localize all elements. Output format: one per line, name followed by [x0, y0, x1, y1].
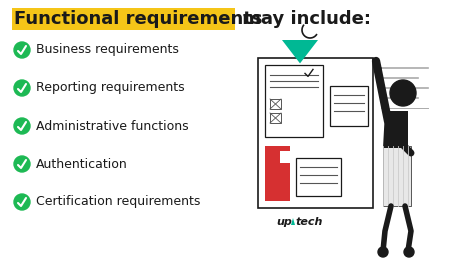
Circle shape [390, 80, 416, 106]
FancyBboxPatch shape [280, 151, 292, 163]
Circle shape [14, 118, 30, 134]
Text: may include:: may include: [236, 10, 371, 28]
FancyBboxPatch shape [12, 8, 235, 30]
Polygon shape [291, 218, 295, 225]
FancyBboxPatch shape [270, 113, 281, 123]
Polygon shape [282, 40, 318, 63]
FancyBboxPatch shape [296, 158, 341, 196]
Text: Administrative functions: Administrative functions [36, 120, 189, 133]
Circle shape [14, 156, 30, 172]
FancyBboxPatch shape [265, 146, 290, 201]
Text: Functional requirements: Functional requirements [14, 10, 263, 28]
Text: tech: tech [296, 217, 323, 227]
Text: Business requirements: Business requirements [36, 44, 179, 56]
Circle shape [14, 80, 30, 96]
Circle shape [378, 247, 388, 257]
Circle shape [14, 194, 30, 210]
Circle shape [14, 42, 30, 58]
Text: Reporting requirements: Reporting requirements [36, 82, 185, 95]
FancyBboxPatch shape [383, 146, 411, 206]
FancyBboxPatch shape [258, 58, 373, 208]
Circle shape [404, 247, 414, 257]
Text: Authentication: Authentication [36, 157, 128, 170]
FancyBboxPatch shape [270, 99, 281, 109]
Polygon shape [383, 111, 408, 148]
Text: up: up [276, 217, 292, 227]
Text: Certification requirements: Certification requirements [36, 195, 201, 208]
FancyBboxPatch shape [330, 86, 368, 126]
FancyBboxPatch shape [265, 65, 323, 137]
